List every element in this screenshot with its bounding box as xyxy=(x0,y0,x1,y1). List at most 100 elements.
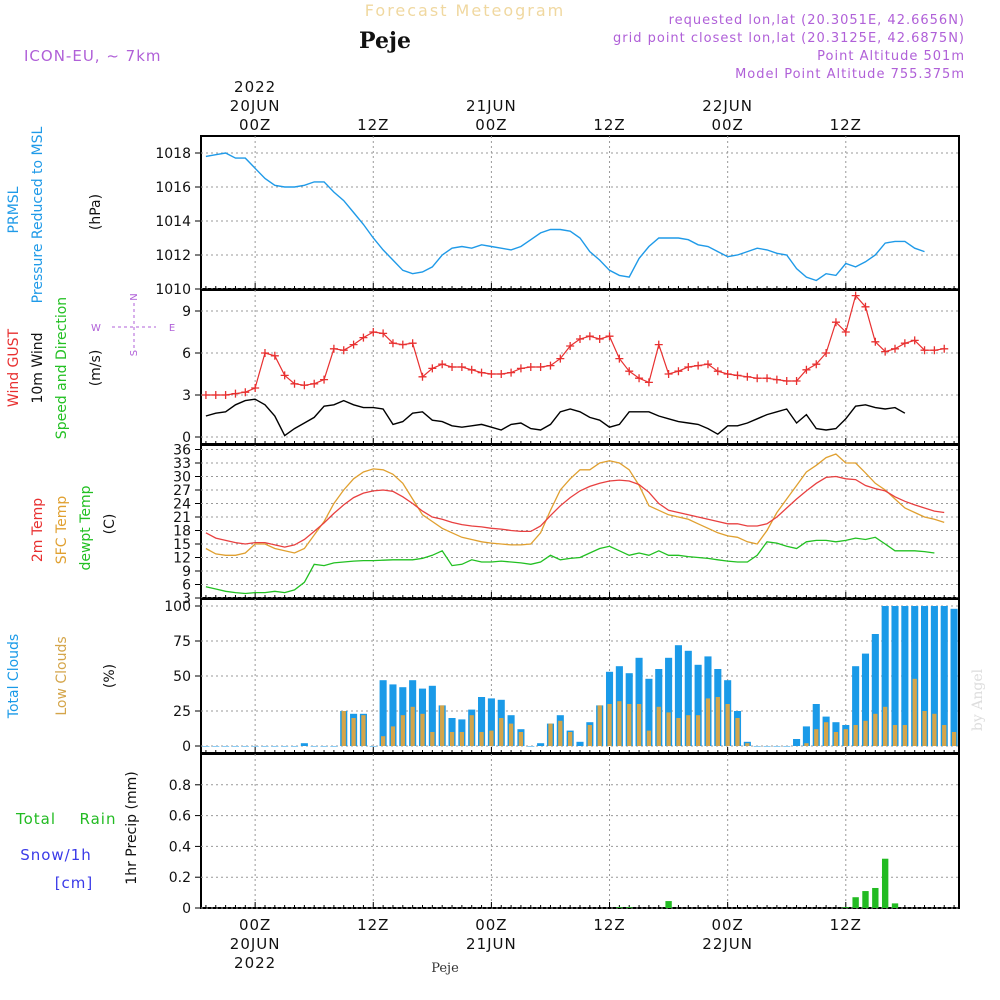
wind-gust-marker xyxy=(665,370,673,378)
model-label: ICON-EU, ~ 7km xyxy=(24,47,162,65)
wind-gust-marker xyxy=(763,374,771,382)
low-cloud-bar xyxy=(893,725,897,746)
temp-label-unit: (C) xyxy=(102,514,118,535)
low-cloud-bar xyxy=(745,743,749,746)
low-cloud-bar xyxy=(548,724,552,746)
total-cloud-bar xyxy=(803,726,810,746)
precip-ytick-label: 0 xyxy=(182,901,191,917)
wind-gust-marker xyxy=(261,349,269,357)
rain-bar xyxy=(626,907,632,908)
wind-gust-marker xyxy=(458,363,466,371)
pressure-ytick-label: 1014 xyxy=(155,214,191,230)
wind-gust-marker xyxy=(202,391,210,399)
grid-point-coords: grid point closest lon,lat (20.3125E, 42… xyxy=(613,31,965,46)
bottom-time-label: 22JUN xyxy=(702,935,753,953)
total-cloud-bar xyxy=(202,746,209,747)
low-cloud-bar xyxy=(873,714,877,746)
wind-gust-marker xyxy=(438,360,446,368)
wind-gust-marker xyxy=(517,364,525,372)
precip-ytick-label: 0.4 xyxy=(169,839,191,855)
wind-gust-marker xyxy=(694,362,702,370)
wind-gust-marker xyxy=(546,362,554,370)
top-time-label: 20JUN xyxy=(230,97,281,115)
low-cloud-bar xyxy=(932,714,936,746)
wind-gust-marker xyxy=(576,335,584,343)
low-cloud-bar xyxy=(411,707,415,746)
wind-gust-marker xyxy=(783,377,791,385)
total-cloud-bar xyxy=(321,746,328,747)
wind-gust-marker xyxy=(674,367,682,375)
total-cloud-bar xyxy=(271,746,278,747)
low-cloud-bar xyxy=(696,715,700,746)
wind-gust-marker xyxy=(527,363,535,371)
low-cloud-bar xyxy=(361,715,365,746)
temp-label-dewpt: dewpt Temp xyxy=(78,485,94,570)
low-cloud-bar xyxy=(401,715,405,746)
low-cloud-bar xyxy=(450,732,454,746)
pressure-label-unit: (hPa) xyxy=(88,194,104,230)
rain-bar xyxy=(882,859,888,908)
main-title: Forecast Meteogram xyxy=(365,1,565,20)
low-cloud-bar xyxy=(834,732,838,746)
top-time-label: 00Z xyxy=(711,116,743,134)
precip-ytick-label: 0.8 xyxy=(169,778,191,794)
total-cloud-bar xyxy=(261,746,268,747)
precip-label-cm: [cm] xyxy=(55,874,94,892)
low-cloud-bar xyxy=(706,698,710,746)
total-cloud-bar xyxy=(951,609,958,746)
wind-label-gust: Wind GUST xyxy=(6,328,22,407)
total-cloud-bar xyxy=(232,746,239,747)
clouds-ytick-label: 50 xyxy=(173,669,191,685)
top-time-label: 22JUN xyxy=(702,97,753,115)
wind-gust-marker xyxy=(684,363,692,371)
bottom-time-label: 12Z xyxy=(357,916,389,934)
low-cloud-bar xyxy=(470,715,474,746)
wind-label-10m: 10m Wind xyxy=(30,332,46,403)
low-cloud-bar xyxy=(844,729,848,746)
wind-gust-marker xyxy=(714,367,722,375)
low-cloud-bar xyxy=(617,701,621,746)
low-cloud-bar xyxy=(883,707,887,746)
low-cloud-bar xyxy=(489,731,493,746)
wind-speed-line xyxy=(206,399,905,435)
total-cloud-bar xyxy=(222,746,229,747)
low-cloud-bar xyxy=(735,718,739,746)
wind-gust-marker xyxy=(330,345,338,353)
wind-gust-marker xyxy=(734,371,742,379)
pressure-ytick-label: 1018 xyxy=(155,146,191,162)
low-cloud-bar xyxy=(430,732,434,746)
top-time-label: 00Z xyxy=(239,116,271,134)
rain-bar xyxy=(892,903,898,908)
bottom-time-label: 2022 xyxy=(234,954,276,972)
temp-label-sfc: SFC Temp xyxy=(54,496,70,565)
low-cloud-bar xyxy=(391,726,395,746)
wind-gust-marker xyxy=(478,369,486,377)
wind-gust-marker xyxy=(409,339,417,347)
low-cloud-bar xyxy=(568,732,572,746)
wind-gust-marker xyxy=(369,328,377,336)
total-cloud-bar xyxy=(281,746,288,747)
low-cloud-bar xyxy=(342,711,346,746)
2m-temp-line xyxy=(206,477,944,548)
total-cloud-bar xyxy=(212,746,219,747)
low-cloud-bar xyxy=(460,732,464,746)
wind-gust-marker xyxy=(222,391,230,399)
wind-gust-marker xyxy=(586,332,594,340)
wind-gust-marker xyxy=(753,374,761,382)
wind-gust-marker xyxy=(635,374,643,382)
wind-gust-marker xyxy=(704,360,712,368)
low-cloud-bar xyxy=(558,721,562,746)
wind-gust-marker xyxy=(350,341,358,349)
wind-label-dir: Speed and Direction xyxy=(54,297,70,439)
point-altitude: Point Altitude 501m xyxy=(817,49,965,64)
compass-e: E xyxy=(169,323,175,334)
wind-gust-marker xyxy=(300,381,308,389)
precip-ytick-label: 0.2 xyxy=(169,870,191,886)
rain-bar xyxy=(872,888,878,908)
clouds-label-low: Low Clouds xyxy=(54,636,70,715)
rain-bar xyxy=(665,901,671,908)
compass-w: W xyxy=(91,323,101,334)
requested-coords: requested lon,lat (20.3051E, 42.6656N) xyxy=(669,13,965,28)
wind-gust-marker xyxy=(606,332,614,340)
low-cloud-bar xyxy=(854,725,858,746)
